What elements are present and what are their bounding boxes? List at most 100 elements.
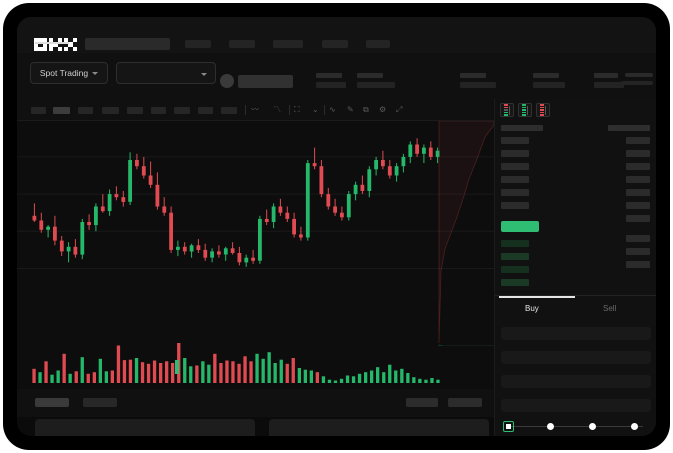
chevron-down-icon [92, 71, 99, 75]
orderbook-ask-row[interactable] [501, 163, 529, 170]
stat-volume-24h [594, 73, 624, 88]
bottom-panel-right[interactable] [269, 419, 489, 436]
nav-item-5[interactable] [366, 40, 390, 48]
total-field[interactable] [501, 399, 651, 412]
stat-last-price [316, 73, 346, 88]
timeframe-9[interactable] [221, 107, 237, 114]
price-field[interactable] [501, 351, 651, 364]
timeframe-8[interactable] [198, 107, 213, 114]
depth-bid-area [438, 344, 494, 346]
pencil-icon[interactable]: ✎ [347, 105, 354, 114]
search-input[interactable] [85, 38, 170, 50]
orderbook-size-row [626, 215, 650, 222]
chart-toolbar: 〰 〽 ⛶ ⌄ ∿ ✎ ⧉ ⚙ ⤢ [17, 99, 494, 121]
orderbook-size-row [626, 150, 650, 157]
stepper-step-3[interactable] [589, 422, 596, 430]
mini-stat-row-1 [625, 73, 653, 77]
logo-letter-x [64, 38, 77, 51]
okx-logo[interactable] [34, 38, 78, 51]
timeframe-5[interactable] [127, 107, 143, 114]
market-type-dropdown[interactable]: Spot Trading [30, 62, 108, 84]
orderbook-ask-row[interactable] [501, 176, 529, 183]
buy-sell-tab-bar: Buy Sell [495, 295, 656, 321]
camera-icon[interactable]: ⧉ [363, 105, 369, 114]
tab-sell[interactable]: Sell [603, 304, 617, 313]
timeframe-2[interactable] [53, 107, 70, 114]
top-header [17, 17, 656, 53]
bottom-tab-positions[interactable] [83, 398, 117, 407]
orderbook-size-row [626, 176, 650, 183]
orderbook-bid-row[interactable] [501, 240, 529, 247]
buy-tab-underline [499, 296, 575, 298]
timeframe-3[interactable] [78, 107, 93, 114]
orderbook-ask-row[interactable] [501, 189, 529, 196]
nav-item-1[interactable] [185, 40, 211, 48]
bottom-tab-open-orders[interactable] [35, 398, 69, 407]
indicator-icon[interactable]: 〰 [251, 105, 259, 114]
orderbook-bid-row[interactable] [501, 253, 529, 260]
orderbook-header-right [608, 125, 650, 131]
orderbook-size-row [626, 163, 650, 170]
orderbook-layout-toggles [500, 103, 550, 117]
depth-chart-overlay [438, 121, 494, 346]
bottom-action-1[interactable] [406, 398, 438, 407]
orderbook-size-row [626, 189, 650, 196]
pair-dropdown[interactable] [116, 62, 216, 84]
candlestick-chart [17, 138, 494, 383]
timeframe-6[interactable] [151, 107, 166, 114]
stat-change-24h [357, 73, 395, 88]
order-type-field[interactable] [501, 327, 651, 340]
price-chart[interactable] [17, 121, 494, 389]
template-icon[interactable]: ⛶ [294, 105, 300, 114]
timeframe-7[interactable] [174, 107, 190, 114]
timeframe-4[interactable] [102, 107, 119, 114]
orderbook-current-price[interactable] [501, 221, 539, 232]
device-frame: Spot Trading [3, 3, 670, 450]
orderbook-toggle-both[interactable] [500, 103, 514, 117]
stepper-step-2[interactable] [547, 422, 554, 430]
amount-field[interactable] [501, 375, 651, 388]
orderbook-toggle-bids[interactable] [518, 103, 532, 117]
orderbook-size-row [626, 261, 650, 268]
orderbook-ask-row[interactable] [501, 202, 529, 209]
mini-stat-row-2 [621, 81, 653, 85]
logo-letter-k [49, 38, 62, 51]
orderbook-bid-row[interactable] [501, 266, 529, 273]
pair-name-label [238, 75, 293, 88]
volume-series [32, 343, 440, 383]
candle-series [32, 138, 440, 267]
bottom-panel-left[interactable] [35, 419, 255, 436]
orderbook-size-row [626, 202, 650, 209]
orderbook-bid-row[interactable] [501, 279, 529, 286]
timeframe-1[interactable] [31, 107, 46, 114]
orderbook-toggle-asks[interactable] [536, 103, 550, 117]
orderbook-trade-panel: Buy Sell [494, 99, 656, 436]
compare-icon[interactable]: 〽 [273, 105, 281, 114]
orderbook-ask-row[interactable] [501, 150, 529, 157]
fullscreen-icon[interactable]: ⤢ [396, 105, 403, 114]
orderbook-size-row [626, 235, 650, 242]
logo-letter-o [34, 38, 47, 51]
bottom-action-2[interactable] [448, 398, 482, 407]
chevron-down-icon[interactable]: ⌄ [312, 105, 319, 114]
nav-item-2[interactable] [229, 40, 255, 48]
stepper-step-active[interactable] [503, 421, 514, 432]
settings-icon[interactable]: ⚙ [379, 105, 387, 114]
stepper-step-4[interactable] [631, 422, 638, 430]
orderbook-size-row [626, 137, 650, 144]
nav-item-4[interactable] [322, 40, 348, 48]
stat-high-24h [460, 73, 496, 88]
tab-buy[interactable]: Buy [525, 304, 539, 313]
chevron-down-icon [201, 72, 207, 76]
orderbook-header-left [501, 125, 543, 131]
orderbook-ask-row[interactable] [501, 137, 529, 144]
active-tab-underline [35, 42, 69, 44]
app-screen: Spot Trading [17, 17, 656, 436]
orders-tab-bar [17, 389, 494, 417]
nav-item-3[interactable] [273, 40, 303, 48]
stepper-track [509, 426, 643, 427]
stat-low-24h [533, 73, 565, 88]
wave-icon[interactable]: ∿ [329, 105, 336, 114]
depth-ask-area [438, 121, 494, 344]
panel-accent-bar [175, 360, 179, 374]
